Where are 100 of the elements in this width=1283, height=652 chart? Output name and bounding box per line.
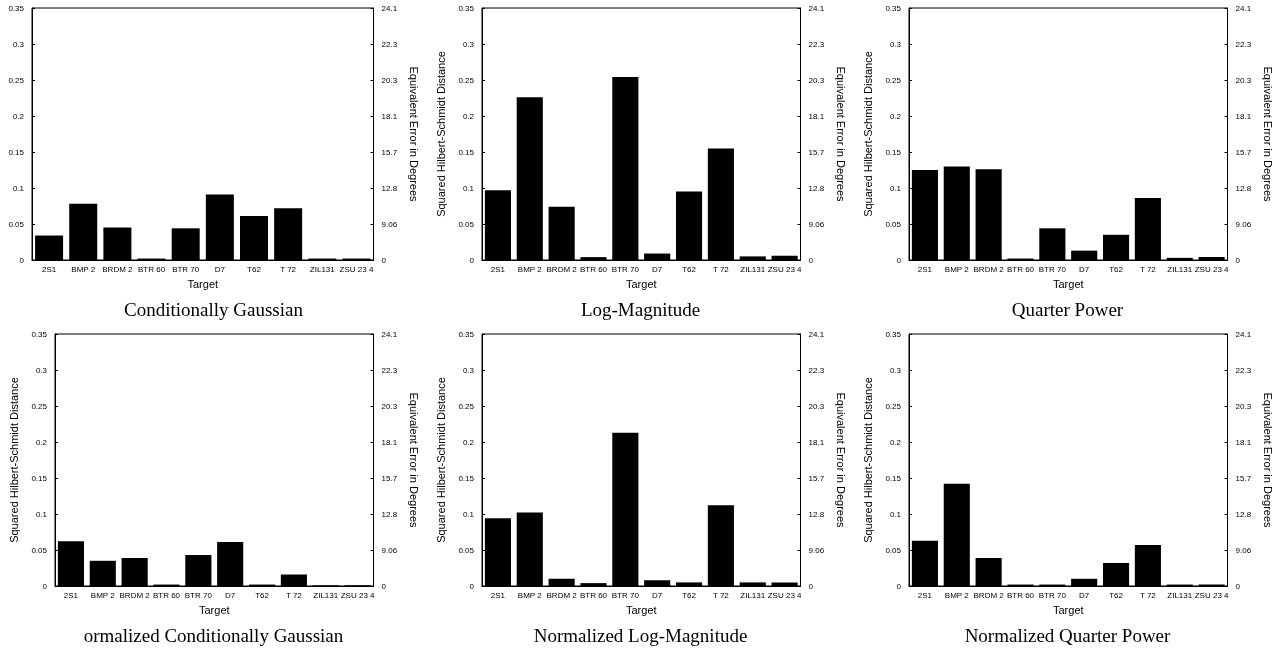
x-tick-label: ZIL131	[309, 264, 336, 274]
category-label: 9.06	[808, 219, 825, 229]
y-tick-label: 0.1	[889, 509, 902, 519]
x-tick-label: BTR 60	[1006, 264, 1035, 274]
x-axis-title: Target	[625, 277, 657, 290]
y-tick-label: 0.35	[458, 329, 475, 339]
y-tick-label: 0.3	[12, 39, 25, 49]
y2-axis-title: Equivalent Error in Degrees	[834, 66, 847, 203]
category-label: 22.3	[1235, 365, 1252, 375]
x-tick-label: ZSU 23 4	[340, 590, 376, 600]
category-label: 22.3	[808, 39, 825, 49]
y-tick-label: 0.2	[889, 111, 902, 121]
x-tick-label: BMP 2	[944, 590, 970, 600]
x-tick-label: T 72	[1139, 590, 1157, 600]
x-tick-label: BTR 70	[172, 264, 200, 274]
category-label: 9.06	[381, 219, 398, 229]
y-tick-label: 0.15	[885, 473, 902, 483]
y-tick-label: 0.35	[31, 329, 48, 339]
y-tick-label: 0.1	[462, 509, 475, 519]
x-tick-label: 2S1	[917, 264, 933, 274]
y-tick-label: 0.3	[462, 365, 475, 375]
y-tick-label: 0	[469, 581, 475, 591]
x-tick-label: BMP 2	[517, 264, 543, 274]
category-label: 18.1	[1235, 111, 1252, 121]
category-label: 24.1	[1235, 329, 1252, 339]
y-tick-label: 0	[896, 581, 902, 591]
category-label: 0	[1235, 581, 1240, 591]
text: Log-Magnitude	[580, 299, 701, 320]
x-tick-label: T 72	[712, 590, 730, 600]
y-tick-label: 0.2	[35, 437, 48, 447]
category-label: 18.1	[1235, 437, 1252, 447]
x-axis-title: Target	[187, 277, 219, 290]
y-tick-label: 0.15	[8, 147, 25, 157]
y-tick-label: 0	[896, 255, 902, 265]
category-label: 22.3	[808, 365, 825, 375]
x-tick-label: D7	[1079, 590, 1090, 600]
category-label: 12.8	[1235, 183, 1252, 193]
y-tick-label: 0.35	[8, 3, 25, 13]
category-label: 0	[808, 255, 813, 265]
x-tick-label: ZIL131	[313, 590, 339, 600]
x-tick-label: BTR 70	[611, 590, 640, 600]
category-label: 9.06	[808, 545, 825, 555]
category-label: 18.1	[381, 111, 398, 121]
x-tick-label: D7	[1079, 264, 1090, 274]
category-label: 12.8	[808, 509, 825, 519]
x-tick-label: ZSU 23 4	[767, 590, 803, 600]
category-label: 9.06	[1235, 545, 1252, 555]
x-tick-label: ZIL131	[740, 590, 766, 600]
category-label: 0	[808, 581, 813, 591]
y-tick-label: 0	[469, 255, 475, 265]
y-tick-label: 0.15	[458, 473, 475, 483]
x-tick-label: ZIL131	[740, 264, 766, 274]
x-tick-label: D7	[652, 264, 663, 274]
y-tick-label: 0.15	[458, 147, 475, 157]
x-tick-label: T 72	[712, 264, 730, 274]
y-tick-label: 0.35	[458, 3, 475, 13]
x-tick-label: T62	[255, 590, 270, 600]
category-label: 18.1	[808, 437, 825, 447]
x-axis-title: Target	[1052, 603, 1084, 616]
x-tick-label: D7	[225, 590, 236, 600]
x-tick-label: BMP 2	[90, 590, 116, 600]
y-tick-label: 0.25	[885, 401, 902, 411]
category-label: 20.3	[381, 401, 398, 411]
x-tick-label: BRDM 2	[973, 590, 1005, 600]
category-label: 15.7	[381, 147, 398, 157]
x-tick-label: BMP 2	[517, 590, 543, 600]
y-tick-label: 0.2	[462, 111, 475, 121]
x-tick-label: BTR 70	[1038, 264, 1067, 274]
category-label: 20.3	[1235, 401, 1252, 411]
y-tick-label: 0.05	[8, 219, 25, 229]
x-tick-label: T 72	[1139, 264, 1157, 274]
category-label: 9.06	[381, 545, 398, 555]
y-tick-label: 0.3	[889, 39, 902, 49]
y-tick-label: 0.3	[462, 39, 475, 49]
category-label: 24.1	[381, 329, 398, 339]
category-label: 24.1	[808, 329, 825, 339]
x-tick-label: 2S1	[490, 590, 506, 600]
y-tick-label: 0.1	[35, 509, 48, 519]
text: Normalized Quarter Power	[964, 625, 1172, 646]
y-tick-label: 0.2	[462, 437, 475, 447]
y-tick-label: 0	[19, 255, 25, 265]
category-label: 22.3	[381, 39, 398, 49]
x-axis-title: Target	[1052, 277, 1084, 290]
y2-axis-title: Equivalent Error in Degrees	[407, 392, 420, 529]
x-tick-label: T62	[682, 590, 697, 600]
x-tick-label: BTR 60	[579, 590, 608, 600]
y-axis-title: Squared Hilbert-Schmidt Distance	[861, 377, 874, 543]
y-tick-label: 0.15	[31, 473, 48, 483]
text: Normalized Log-Magnitude	[533, 625, 748, 646]
category-label: 0	[381, 581, 386, 591]
y-tick-label: 0.05	[885, 545, 902, 555]
y-tick-label: 0.05	[885, 219, 902, 229]
x-tick-label: BTR 70	[1038, 590, 1067, 600]
category-label: 18.1	[808, 111, 825, 121]
category-label: 20.3	[1235, 75, 1252, 85]
x-tick-label: BTR 60	[152, 590, 181, 600]
x-tick-label: T62	[1109, 590, 1124, 600]
category-label: 24.1	[808, 3, 825, 13]
x-tick-label: D7	[214, 264, 226, 274]
y-tick-label: 0.1	[462, 183, 475, 193]
